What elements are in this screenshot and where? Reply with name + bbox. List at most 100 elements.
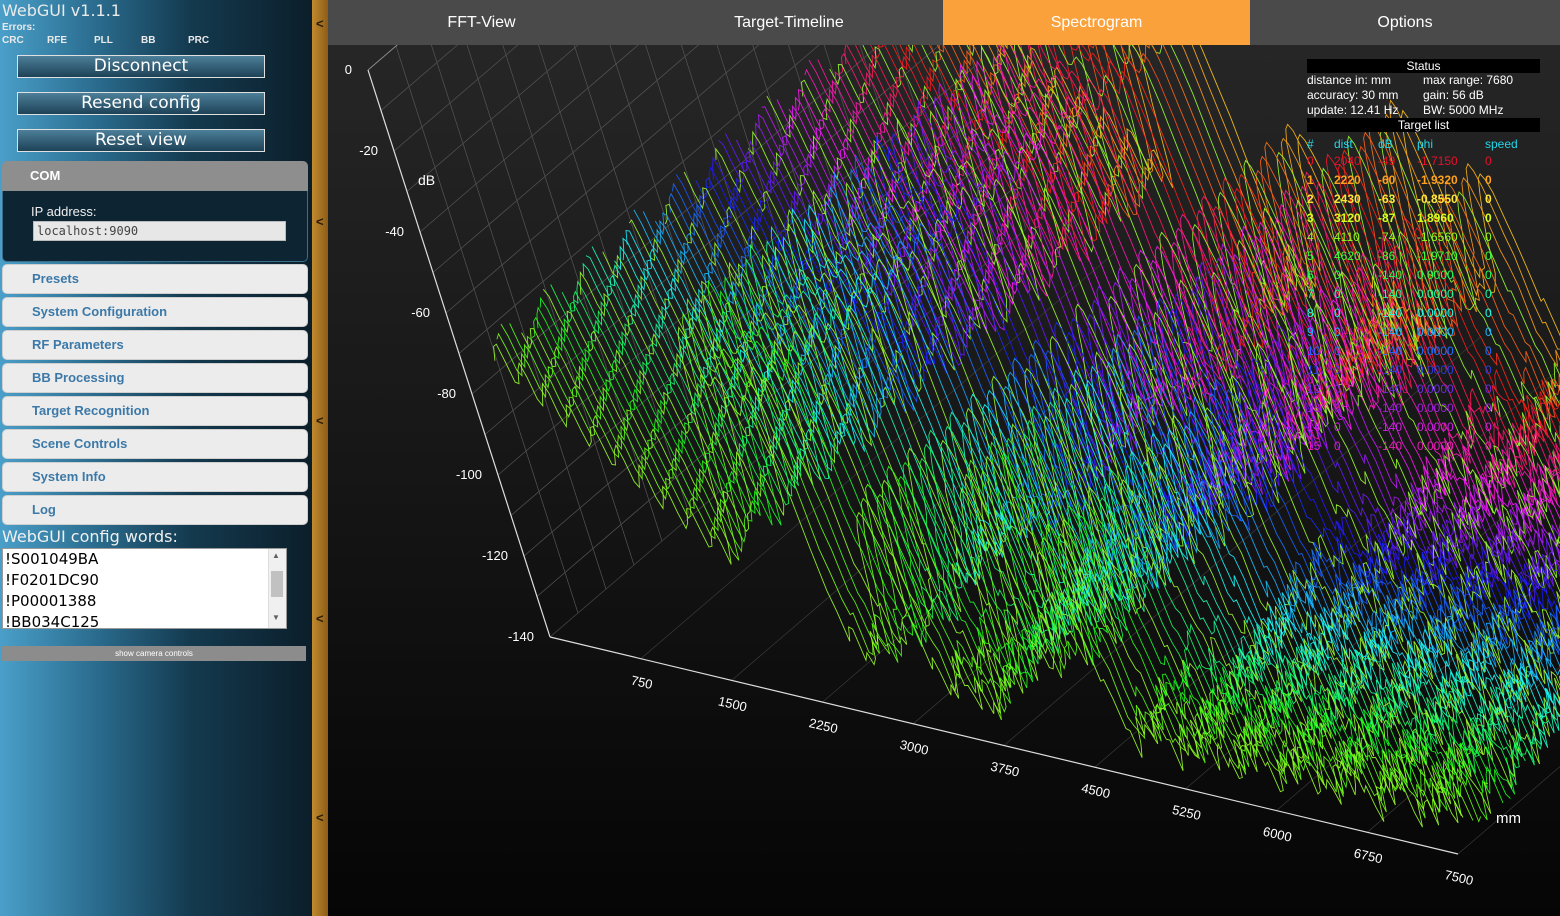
grid-line: [367, 45, 398, 71]
cell-speed: 0: [1485, 344, 1492, 358]
sidebar-splitter[interactable]: < < < < <: [312, 0, 328, 916]
collapse-arrow-icon[interactable]: <: [316, 611, 324, 626]
spectrum-trace: [591, 236, 1560, 748]
config-line: !F0201DC90: [5, 571, 99, 589]
spectrogram-3d-chart[interactable]: 0-20-40-60-80-100-120-140750150022503000…: [328, 45, 1560, 916]
grid-line: [1457, 766, 1560, 855]
cell-id: 1: [1307, 173, 1314, 187]
y-tick-label: -60: [411, 305, 430, 320]
cell-dist: 0: [1334, 268, 1341, 282]
cell-id: 4: [1307, 230, 1314, 244]
grid-line: [419, 45, 639, 233]
collapse-arrow-icon[interactable]: <: [316, 16, 324, 31]
tab-fft-view[interactable]: FFT-View: [447, 14, 516, 31]
error-flag-crc: CRC: [2, 35, 24, 46]
com-section-header[interactable]: COM: [2, 161, 308, 191]
cell-id: 12: [1307, 382, 1321, 396]
x-tick-label: 3750: [989, 759, 1021, 780]
spectrum-trace: [801, 45, 1560, 516]
x-tick-label: 1500: [717, 693, 749, 714]
error-flag-bb: BB: [141, 35, 156, 46]
cell-db: -140: [1378, 439, 1403, 453]
spectrum-trace: [844, 45, 1560, 474]
col-header-id: #: [1307, 137, 1314, 151]
y-tick-label: -100: [456, 467, 482, 482]
config-line: !P00001388: [5, 592, 97, 610]
spectrum-trace: [766, 77, 1560, 545]
menu-item-presets[interactable]: Presets: [2, 264, 308, 294]
spectrum-trace: [877, 45, 1560, 438]
cell-speed: 0: [1485, 401, 1492, 415]
config-scrollbar[interactable]: ▲ ▼: [268, 549, 286, 628]
cell-db: -49: [1378, 154, 1396, 168]
config-line: !S001049BA: [5, 550, 99, 568]
cell-db: -140: [1378, 382, 1403, 396]
menu-item-system-configuration[interactable]: System Configuration: [2, 297, 308, 327]
spectrum-trace: [582, 239, 1549, 750]
com-section-body: IP address:: [2, 191, 308, 262]
grid-line: [432, 45, 699, 273]
cell-phi: 0.0000: [1417, 287, 1454, 301]
cell-speed: 0: [1485, 439, 1492, 453]
cell-speed: 0: [1485, 287, 1492, 301]
collapse-arrow-icon[interactable]: <: [316, 413, 324, 428]
col-header-phi: phi: [1417, 137, 1434, 151]
spectrum-trace: [542, 261, 1516, 789]
spectrum-trace: [531, 279, 1504, 804]
collapse-arrow-icon[interactable]: <: [316, 214, 324, 229]
menu-item-system-info[interactable]: System Info: [2, 462, 308, 492]
ip-address-input[interactable]: [33, 221, 286, 241]
status-bandwidth: BW: 5000 MHz: [1423, 103, 1504, 117]
spectrum-trace: [936, 45, 1560, 407]
cell-db: -140: [1378, 287, 1403, 301]
grid-line: [645, 45, 775, 446]
cell-phi: 0.0000: [1417, 268, 1454, 282]
spectrum-trace: [496, 311, 1474, 821]
cell-dist: 0: [1334, 363, 1341, 377]
errors-label: Errors:: [2, 22, 36, 33]
resend-config-button[interactable]: Resend config: [17, 92, 265, 115]
spectrum-trace: [862, 45, 1560, 447]
tab-target-timeline[interactable]: Target-Timeline: [734, 14, 844, 31]
cell-phi: -1.7150: [1417, 154, 1458, 168]
tab-spectrogram[interactable]: Spectrogram: [943, 0, 1250, 45]
config-words-textarea[interactable]: !S001049BA !F0201DC90 !P00001388 !BB034C…: [2, 548, 287, 629]
menu-item-log[interactable]: Log: [2, 495, 308, 525]
x-tick-label: 2250: [808, 715, 840, 736]
grid-line: [395, 45, 579, 614]
show-camera-controls-button[interactable]: show camera controls: [2, 646, 306, 661]
grid-line: [640, 250, 1118, 659]
scroll-thumb[interactable]: [271, 571, 283, 597]
menu-item-scene-controls[interactable]: Scene Controls: [2, 429, 308, 459]
grid-line: [895, 45, 971, 278]
spectrum-trace: [797, 59, 1560, 521]
menu-item-target-recognition[interactable]: Target Recognition: [2, 396, 308, 426]
target-list-title: Target list: [1307, 118, 1540, 132]
menu-item-bb-processing[interactable]: BB Processing: [2, 363, 308, 393]
reset-view-button[interactable]: Reset view: [17, 129, 265, 152]
grid-line: [573, 45, 719, 494]
disconnect-button[interactable]: Disconnect: [17, 55, 265, 78]
spectrum-trace: [747, 110, 1560, 578]
collapse-arrow-icon[interactable]: <: [316, 810, 324, 825]
status-accuracy: accuracy: 30 mm: [1307, 88, 1399, 102]
cell-dist: 0: [1334, 401, 1341, 415]
scroll-down-icon[interactable]: ▼: [272, 613, 280, 622]
x-tick-label: 3000: [898, 737, 930, 758]
spectrum-trace: [509, 308, 1488, 821]
col-header-speed: speed: [1485, 137, 1518, 151]
menu-item-rf-parameters[interactable]: RF Parameters: [2, 330, 308, 360]
app-title: WebGUI v1.1.1: [2, 1, 121, 20]
scroll-up-icon[interactable]: ▲: [272, 551, 280, 560]
spectrogram-view[interactable]: 0 -20 -40 -60 -80 -100 -120 -140 750 1500 2250 3000…: [328, 45, 1560, 916]
grid-line: [431, 45, 607, 590]
cell-dist: 0: [1334, 439, 1341, 453]
cell-db: -140: [1378, 401, 1403, 415]
cell-speed: 0: [1485, 325, 1492, 339]
cell-id: 11: [1307, 363, 1320, 377]
tab-options[interactable]: Options: [1377, 14, 1433, 31]
y-tick-label: -140: [508, 629, 534, 644]
status-panel: Status distance in: mm max range: 7680 a…: [1307, 59, 1540, 132]
cell-speed: 0: [1485, 192, 1492, 206]
spectrum-trace: [493, 326, 1464, 828]
